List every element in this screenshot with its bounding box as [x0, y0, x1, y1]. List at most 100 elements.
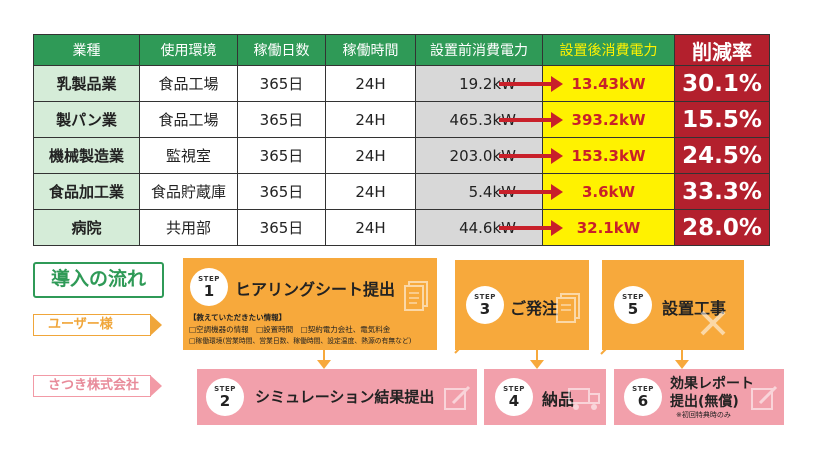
tools-icon	[700, 310, 726, 336]
table-row: 乳製品業 食品工場 365日 24H 19.2kW 13.43kW 30.1%	[33, 65, 770, 102]
cell-hours: 24H	[325, 101, 416, 138]
cell-after: 153.3kW	[499, 137, 675, 174]
header-hours: 稼働時間	[325, 34, 416, 66]
step-4-title: 納品	[542, 390, 575, 409]
step-number: 1	[203, 282, 215, 300]
step-label: STEP	[503, 385, 525, 393]
cell-days: 365日	[237, 101, 326, 138]
cell-after: 13.43kW	[499, 65, 675, 102]
cell-after-value: 13.43kW	[571, 74, 646, 93]
cell-environment: 食品工場	[139, 101, 238, 138]
header-reduction: 削減率	[674, 34, 770, 66]
step-2-box: STEP 2 シミュレーション結果提出	[197, 369, 477, 425]
cell-after-value: 393.2kW	[571, 110, 646, 129]
step-1-info-line2: □稼働環境(営業時間、営業日数、稼働時間、設定温度、熱源の有無など)	[189, 337, 412, 345]
cell-reduction: 24.5%	[674, 137, 770, 174]
connector-line	[323, 350, 325, 364]
lane-company-label: さつき株式会社	[33, 375, 162, 397]
step-3-badge: STEP 3	[466, 286, 504, 324]
header-days: 稼働日数	[237, 34, 326, 66]
right-arrow-icon	[499, 219, 563, 236]
step-4-box: STEP 4 納品	[484, 369, 606, 425]
down-arrow-icon	[317, 360, 331, 369]
step-3-title: ご発注	[510, 299, 559, 318]
step-label: STEP	[632, 385, 654, 393]
step-number: 6	[637, 392, 649, 410]
cell-reduction: 33.3%	[674, 173, 770, 210]
pencil-icon	[751, 385, 778, 410]
lane-user-label: ユーザー様	[33, 314, 162, 336]
cell-after-value: 3.6kW	[581, 182, 636, 201]
truck-icon	[568, 388, 600, 410]
step-number: 3	[479, 300, 491, 318]
cell-industry: 機械製造業	[33, 137, 140, 174]
cell-days: 365日	[237, 209, 326, 246]
table-row: 食品加工業 食品貯蔵庫 365日 24H 5.4kW 3.6kW 33.3%	[33, 173, 770, 210]
step-number: 4	[508, 392, 520, 410]
step-6-title-line2: 提出(無償)	[670, 394, 739, 410]
step-5-box: STEP 5 設置工事	[602, 260, 744, 350]
cell-industry: 製パン業	[33, 101, 140, 138]
lane-user-text: ユーザー様	[48, 317, 113, 332]
cell-industry: 病院	[33, 209, 140, 246]
cell-reduction: 28.0%	[674, 209, 770, 246]
step-label: STEP	[622, 293, 644, 301]
cell-industry: 乳製品業	[33, 65, 140, 102]
cell-environment: 食品貯蔵庫	[139, 173, 238, 210]
step-number: 2	[219, 392, 231, 410]
header-before: 設置前消費電力	[415, 34, 543, 66]
table-row: 病院 共用部 365日 24H 44.6kW 32.1kW 28.0%	[33, 209, 770, 246]
cell-days: 365日	[237, 65, 326, 102]
table-row: 製パン業 食品工場 365日 24H 465.3kW 393.2kW 15.5%	[33, 101, 770, 138]
header-after: 設置後消費電力	[542, 34, 675, 66]
step-3-box: STEP 3 ご発注	[455, 260, 589, 350]
step-6-note: ※初回特典時のみ	[676, 411, 731, 419]
connector-line	[681, 350, 683, 364]
step-1-info-title: 【教えていただきたい情報】	[189, 313, 287, 322]
reduction-table: 業種 使用環境 稼働日数 稼働時間 設置前消費電力 設置後消費電力 削減率 乳製…	[33, 34, 770, 246]
cell-before: 44.6kW	[415, 209, 543, 246]
cell-hours: 24H	[325, 65, 416, 102]
step-2-badge: STEP 2	[206, 378, 244, 416]
step-1-badge: STEP 1	[190, 268, 228, 306]
cell-days: 365日	[237, 137, 326, 174]
step-6-box: STEP 6 効果レポート 提出(無償) ※初回特典時のみ	[614, 369, 784, 425]
step-number: 5	[627, 300, 639, 318]
connector-line	[536, 350, 538, 364]
step-label: STEP	[474, 293, 496, 301]
step-label: STEP	[214, 385, 236, 393]
step-label: STEP	[198, 275, 220, 283]
lane-arrow-icon	[150, 314, 162, 336]
header-environment: 使用環境	[139, 34, 238, 66]
table-row: 機械製造業 監視室 365日 24H 203.0kW 153.3kW 24.5%	[33, 137, 770, 174]
cell-after-value: 32.1kW	[576, 218, 641, 237]
right-arrow-icon	[499, 147, 563, 164]
lane-company-text: さつき株式会社	[48, 378, 140, 393]
cell-environment: 食品工場	[139, 65, 238, 102]
step-1-box: STEP 1 ヒアリングシート提出 【教えていただきたい情報】 □空調機器の情報…	[183, 258, 437, 350]
down-arrow-icon	[675, 360, 689, 369]
cell-after: 32.1kW	[499, 209, 675, 246]
cell-environment: 共用部	[139, 209, 238, 246]
cell-after: 3.6kW	[499, 173, 675, 210]
step-5-title: 設置工事	[662, 299, 727, 318]
document-icon	[404, 281, 428, 311]
document-icon	[556, 293, 580, 323]
step-1-info-line1: □空調機器の情報 □設置時間 □契約電力会社、電気料金	[189, 325, 391, 334]
cell-hours: 24H	[325, 137, 416, 174]
step-4-badge: STEP 4	[495, 378, 533, 416]
cell-industry: 食品加工業	[33, 173, 140, 210]
step-6-badge: STEP 6	[624, 378, 662, 416]
cell-hours: 24H	[325, 173, 416, 210]
pencil-icon	[444, 385, 471, 410]
cell-reduction: 30.1%	[674, 65, 770, 102]
cell-environment: 監視室	[139, 137, 238, 174]
step-5-badge: STEP 5	[614, 286, 652, 324]
cell-after-value: 153.3kW	[571, 146, 646, 165]
lane-arrow-icon	[150, 375, 162, 397]
step-2-title: シミュレーション結果提出	[255, 388, 435, 406]
right-arrow-icon	[499, 75, 563, 92]
right-arrow-icon	[499, 111, 563, 128]
cell-hours: 24H	[325, 209, 416, 246]
right-arrow-icon	[499, 183, 563, 200]
